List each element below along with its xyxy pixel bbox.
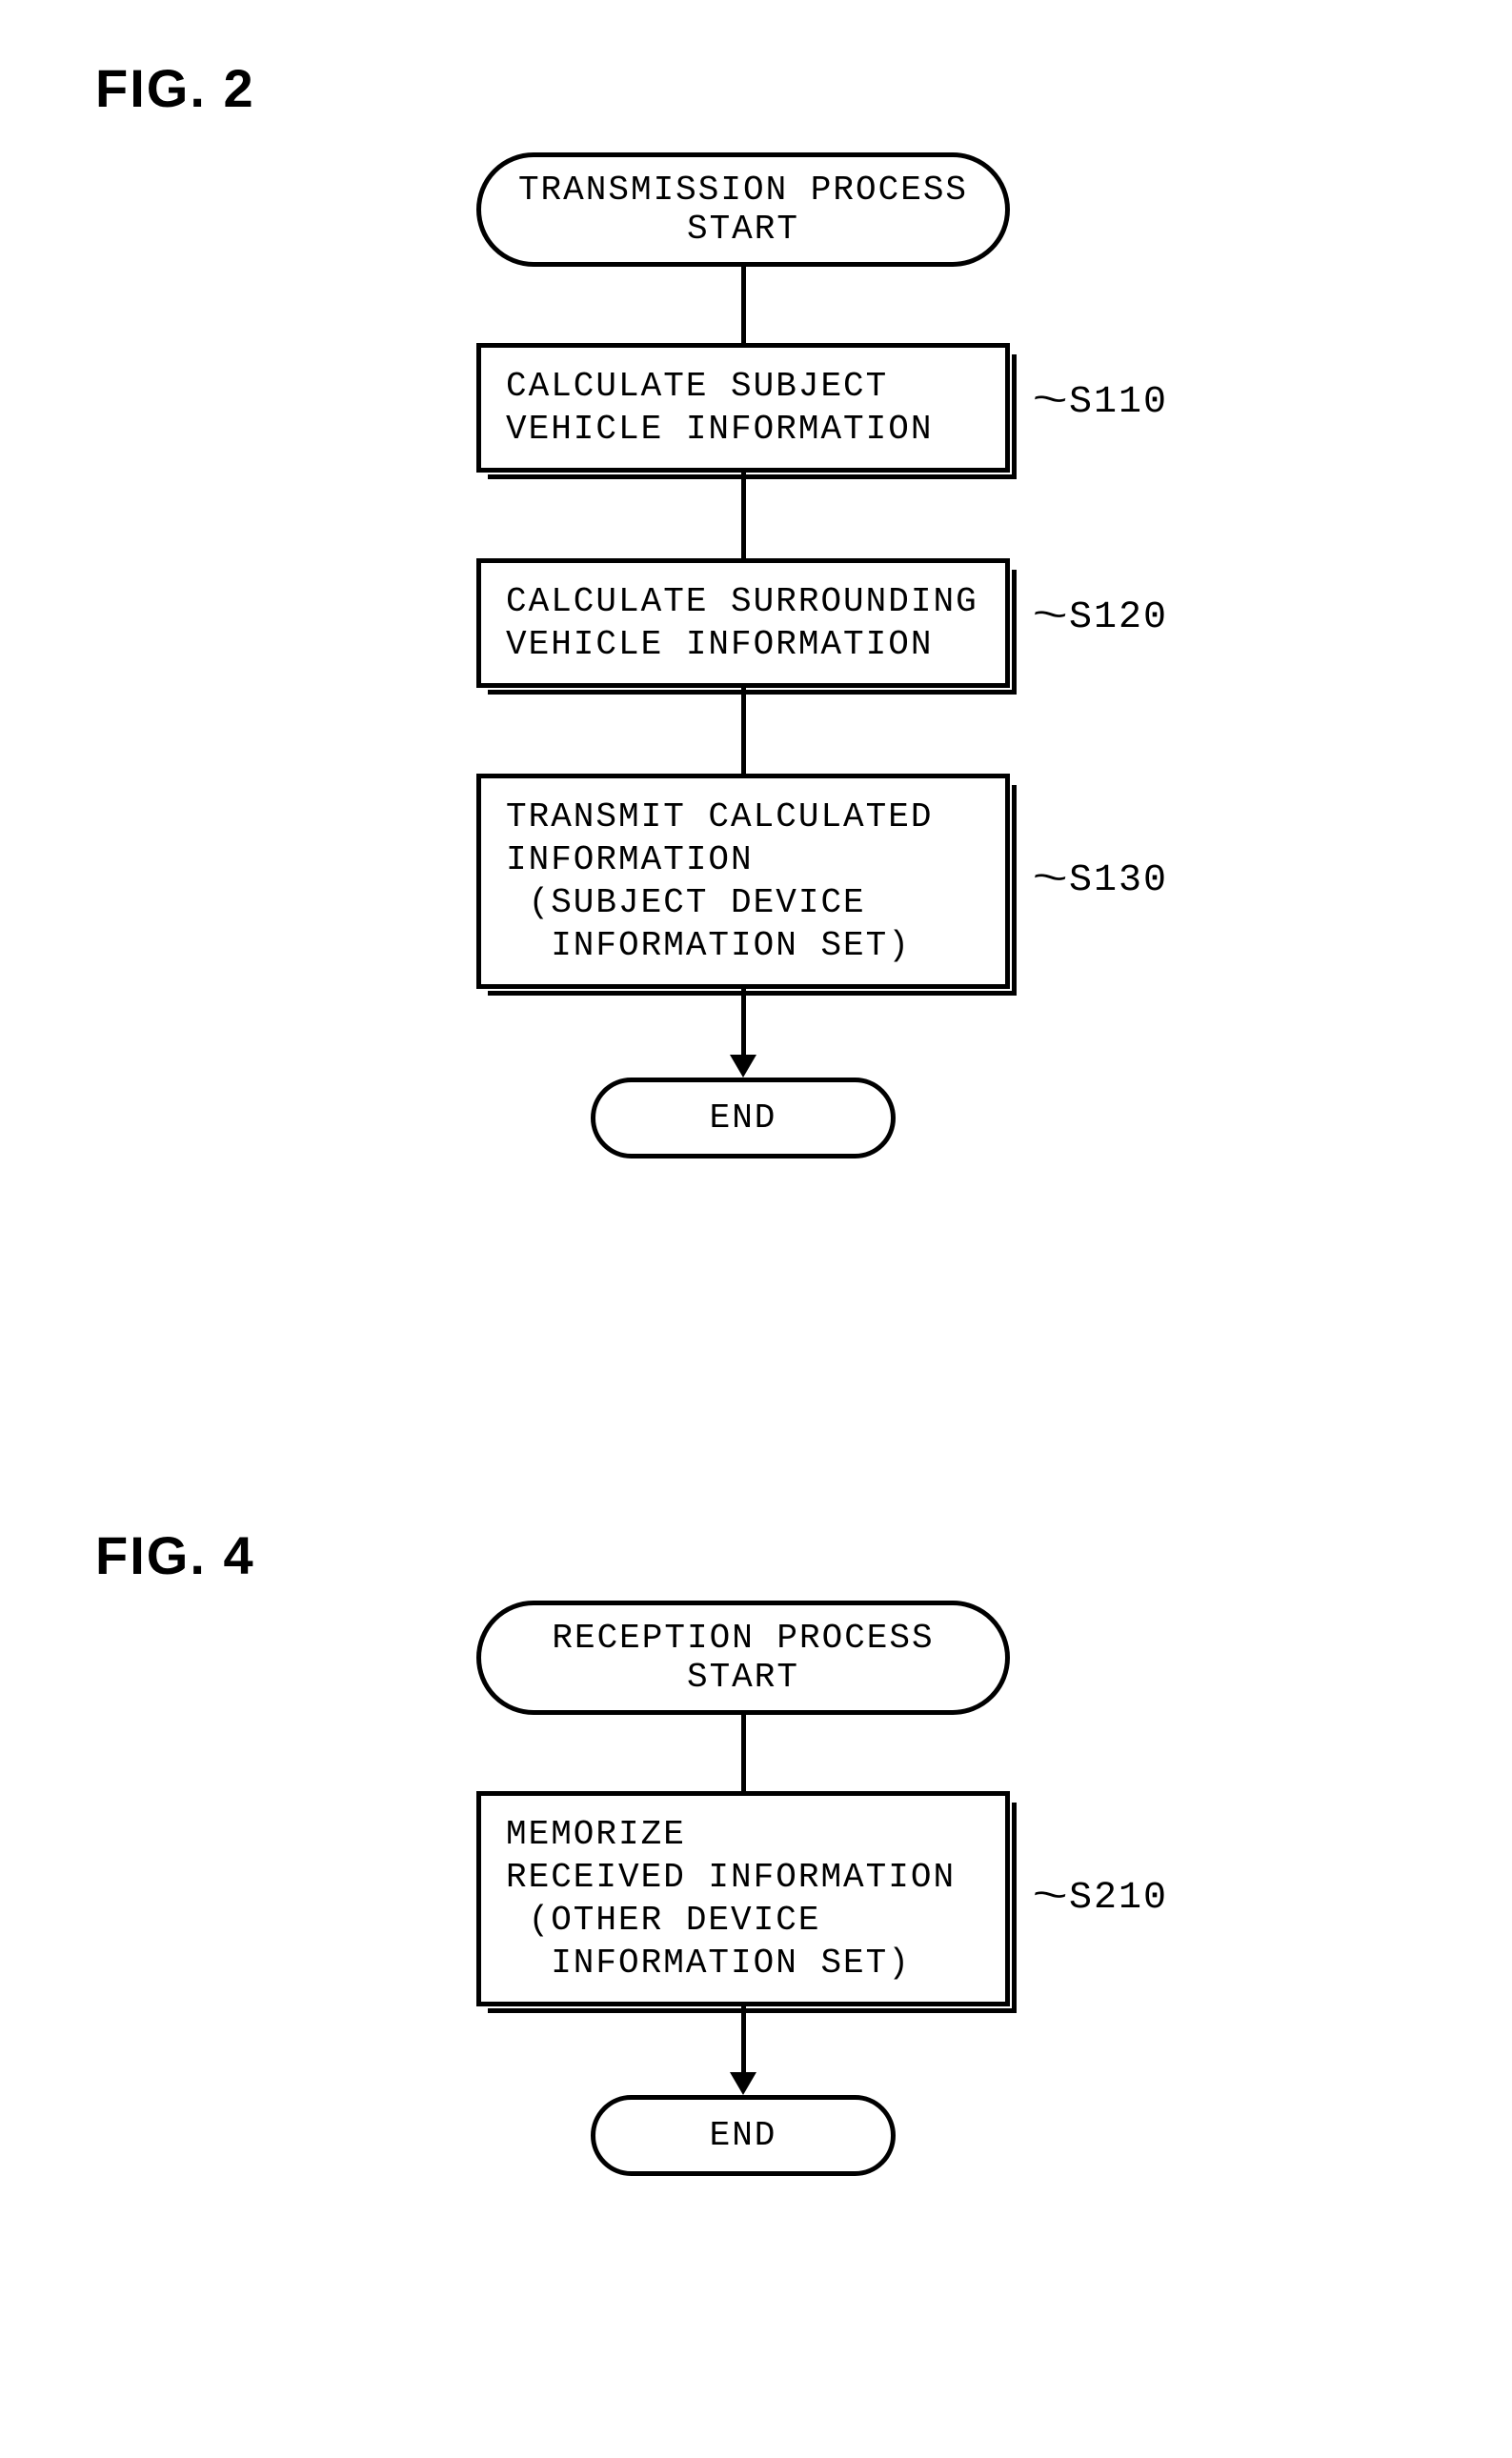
fig2-step-0-label: ~S110: [1038, 381, 1168, 424]
connector: [741, 2006, 746, 2073]
fig2-step-1-label-text: S120: [1069, 596, 1168, 639]
fig2-step-0: CALCULATE SUBJECT VEHICLE INFORMATION: [476, 343, 1010, 473]
fig4-flow: RECEPTION PROCESS START MEMORIZE RECEIVE…: [410, 1524, 1077, 2176]
fig2-step-2-label-text: S130: [1069, 859, 1168, 902]
connector: [741, 989, 746, 1056]
arrowhead: [730, 1055, 756, 1078]
fig4-title: FIG. 4: [95, 1524, 255, 1586]
connector: [741, 267, 746, 343]
fig2-step-0-wrap: CALCULATE SUBJECT VEHICLE INFORMATION ~S…: [476, 343, 1010, 473]
fig4-start-terminator: RECEPTION PROCESS START: [476, 1601, 1010, 1715]
fig2-step-0-label-text: S110: [1069, 381, 1168, 424]
connector: [741, 1715, 746, 1791]
fig2-step-1-wrap: CALCULATE SURROUNDING VEHICLE INFORMATIO…: [476, 558, 1010, 688]
fig4-end-terminator: END: [591, 2095, 896, 2176]
fig2-flow: TRANSMISSION PROCESS START CALCULATE SUB…: [410, 57, 1077, 1158]
fig4-step-0: MEMORIZE RECEIVED INFORMATION (OTHER DEV…: [476, 1791, 1010, 2006]
fig2-step-1: CALCULATE SURROUNDING VEHICLE INFORMATIO…: [476, 558, 1010, 688]
fig4-step-0-label-text: S210: [1069, 1877, 1168, 1920]
fig2-start-terminator: TRANSMISSION PROCESS START: [476, 152, 1010, 267]
fig2-step-2: TRANSMIT CALCULATED INFORMATION (SUBJECT…: [476, 774, 1010, 989]
fig2-step-2-wrap: TRANSMIT CALCULATED INFORMATION (SUBJECT…: [476, 774, 1010, 989]
fig2-end-terminator: END: [591, 1078, 896, 1158]
figure-2: FIG. 2 TRANSMISSION PROCESS START CALCUL…: [0, 57, 1512, 1372]
figure-4: FIG. 4 RECEPTION PROCESS START MEMORIZE …: [0, 1524, 1512, 2382]
fig2-step-1-label: ~S120: [1038, 596, 1168, 639]
connector: [741, 473, 746, 558]
fig4-step-0-label: ~S210: [1038, 1877, 1168, 1920]
arrowhead: [730, 2072, 756, 2095]
fig2-step-2-label: ~S130: [1038, 859, 1168, 902]
fig4-step-0-wrap: MEMORIZE RECEIVED INFORMATION (OTHER DEV…: [476, 1791, 1010, 2006]
connector: [741, 688, 746, 774]
fig2-title: FIG. 2: [95, 57, 255, 119]
